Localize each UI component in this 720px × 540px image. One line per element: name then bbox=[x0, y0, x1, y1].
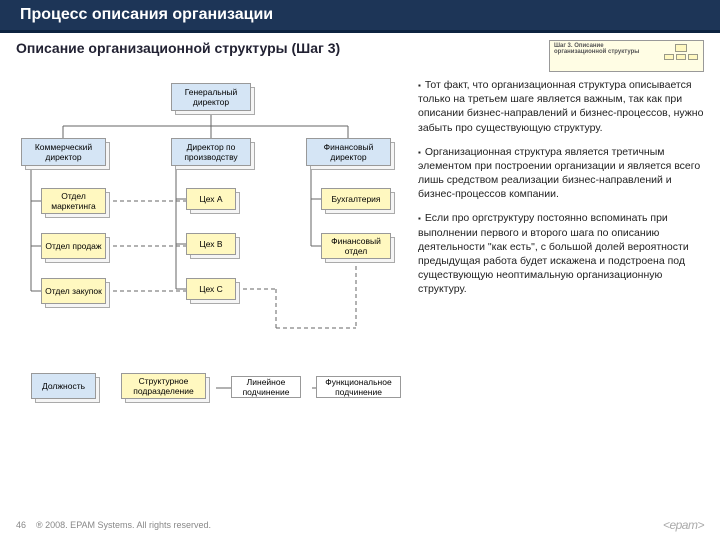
chart-connectors bbox=[16, 78, 406, 458]
slide-header: Процесс описания организации bbox=[0, 0, 720, 30]
node-cexc: Цех С bbox=[186, 278, 236, 300]
node-prod: Отдел продаж bbox=[41, 233, 106, 259]
node-funk: Функциональное подчинение bbox=[316, 376, 401, 398]
node-cexa: Цех А bbox=[186, 188, 236, 210]
node-cexb: Цех В bbox=[186, 233, 236, 255]
paragraph-2: Если про оргструктуру постоянно вспомина… bbox=[418, 211, 704, 296]
node-kom: Коммерческий директор bbox=[21, 138, 106, 166]
node-bux: Бухгалтерия bbox=[321, 188, 391, 210]
subtitle: Описание организационной структуры (Шаг … bbox=[16, 40, 541, 56]
copyright: ® 2008. EPAM Systems. All rights reserve… bbox=[36, 520, 211, 530]
node-mark: Отдел маркетинга bbox=[41, 188, 106, 214]
node-fin: Финансовый директор bbox=[306, 138, 391, 166]
step-thumbnail: Шаг 3. Описание организационной структур… bbox=[549, 40, 704, 72]
footer: 46 ® 2008. EPAM Systems. All rights rese… bbox=[16, 518, 704, 532]
footer-left: 46 ® 2008. EPAM Systems. All rights rese… bbox=[16, 520, 211, 530]
node-lin: Линейное подчинение bbox=[231, 376, 301, 398]
main-content: Генеральный директор Коммерческий директо… bbox=[0, 78, 720, 458]
node-dolz: Должность bbox=[31, 373, 96, 399]
page-number: 46 bbox=[16, 520, 26, 530]
node-finot: Финансовый отдел bbox=[321, 233, 391, 259]
node-proiz: Директор по производству bbox=[171, 138, 251, 166]
subtitle-row: Описание организационной структуры (Шаг … bbox=[0, 30, 720, 78]
logo: <epam> bbox=[663, 518, 704, 532]
node-struk: Структурное подразделение bbox=[121, 373, 206, 399]
thumb-orgchart-icon bbox=[663, 44, 699, 62]
text-column: Тот факт, что организационная структура … bbox=[406, 78, 704, 458]
node-zak: Отдел закупок bbox=[41, 278, 106, 304]
paragraph-0: Тот факт, что организационная структура … bbox=[418, 78, 704, 135]
node-gen: Генеральный директор bbox=[171, 83, 251, 111]
header-title: Процесс описания организации bbox=[20, 6, 273, 23]
paragraph-1: Организационная структура является трети… bbox=[418, 145, 704, 202]
org-chart: Генеральный директор Коммерческий директо… bbox=[16, 78, 406, 458]
